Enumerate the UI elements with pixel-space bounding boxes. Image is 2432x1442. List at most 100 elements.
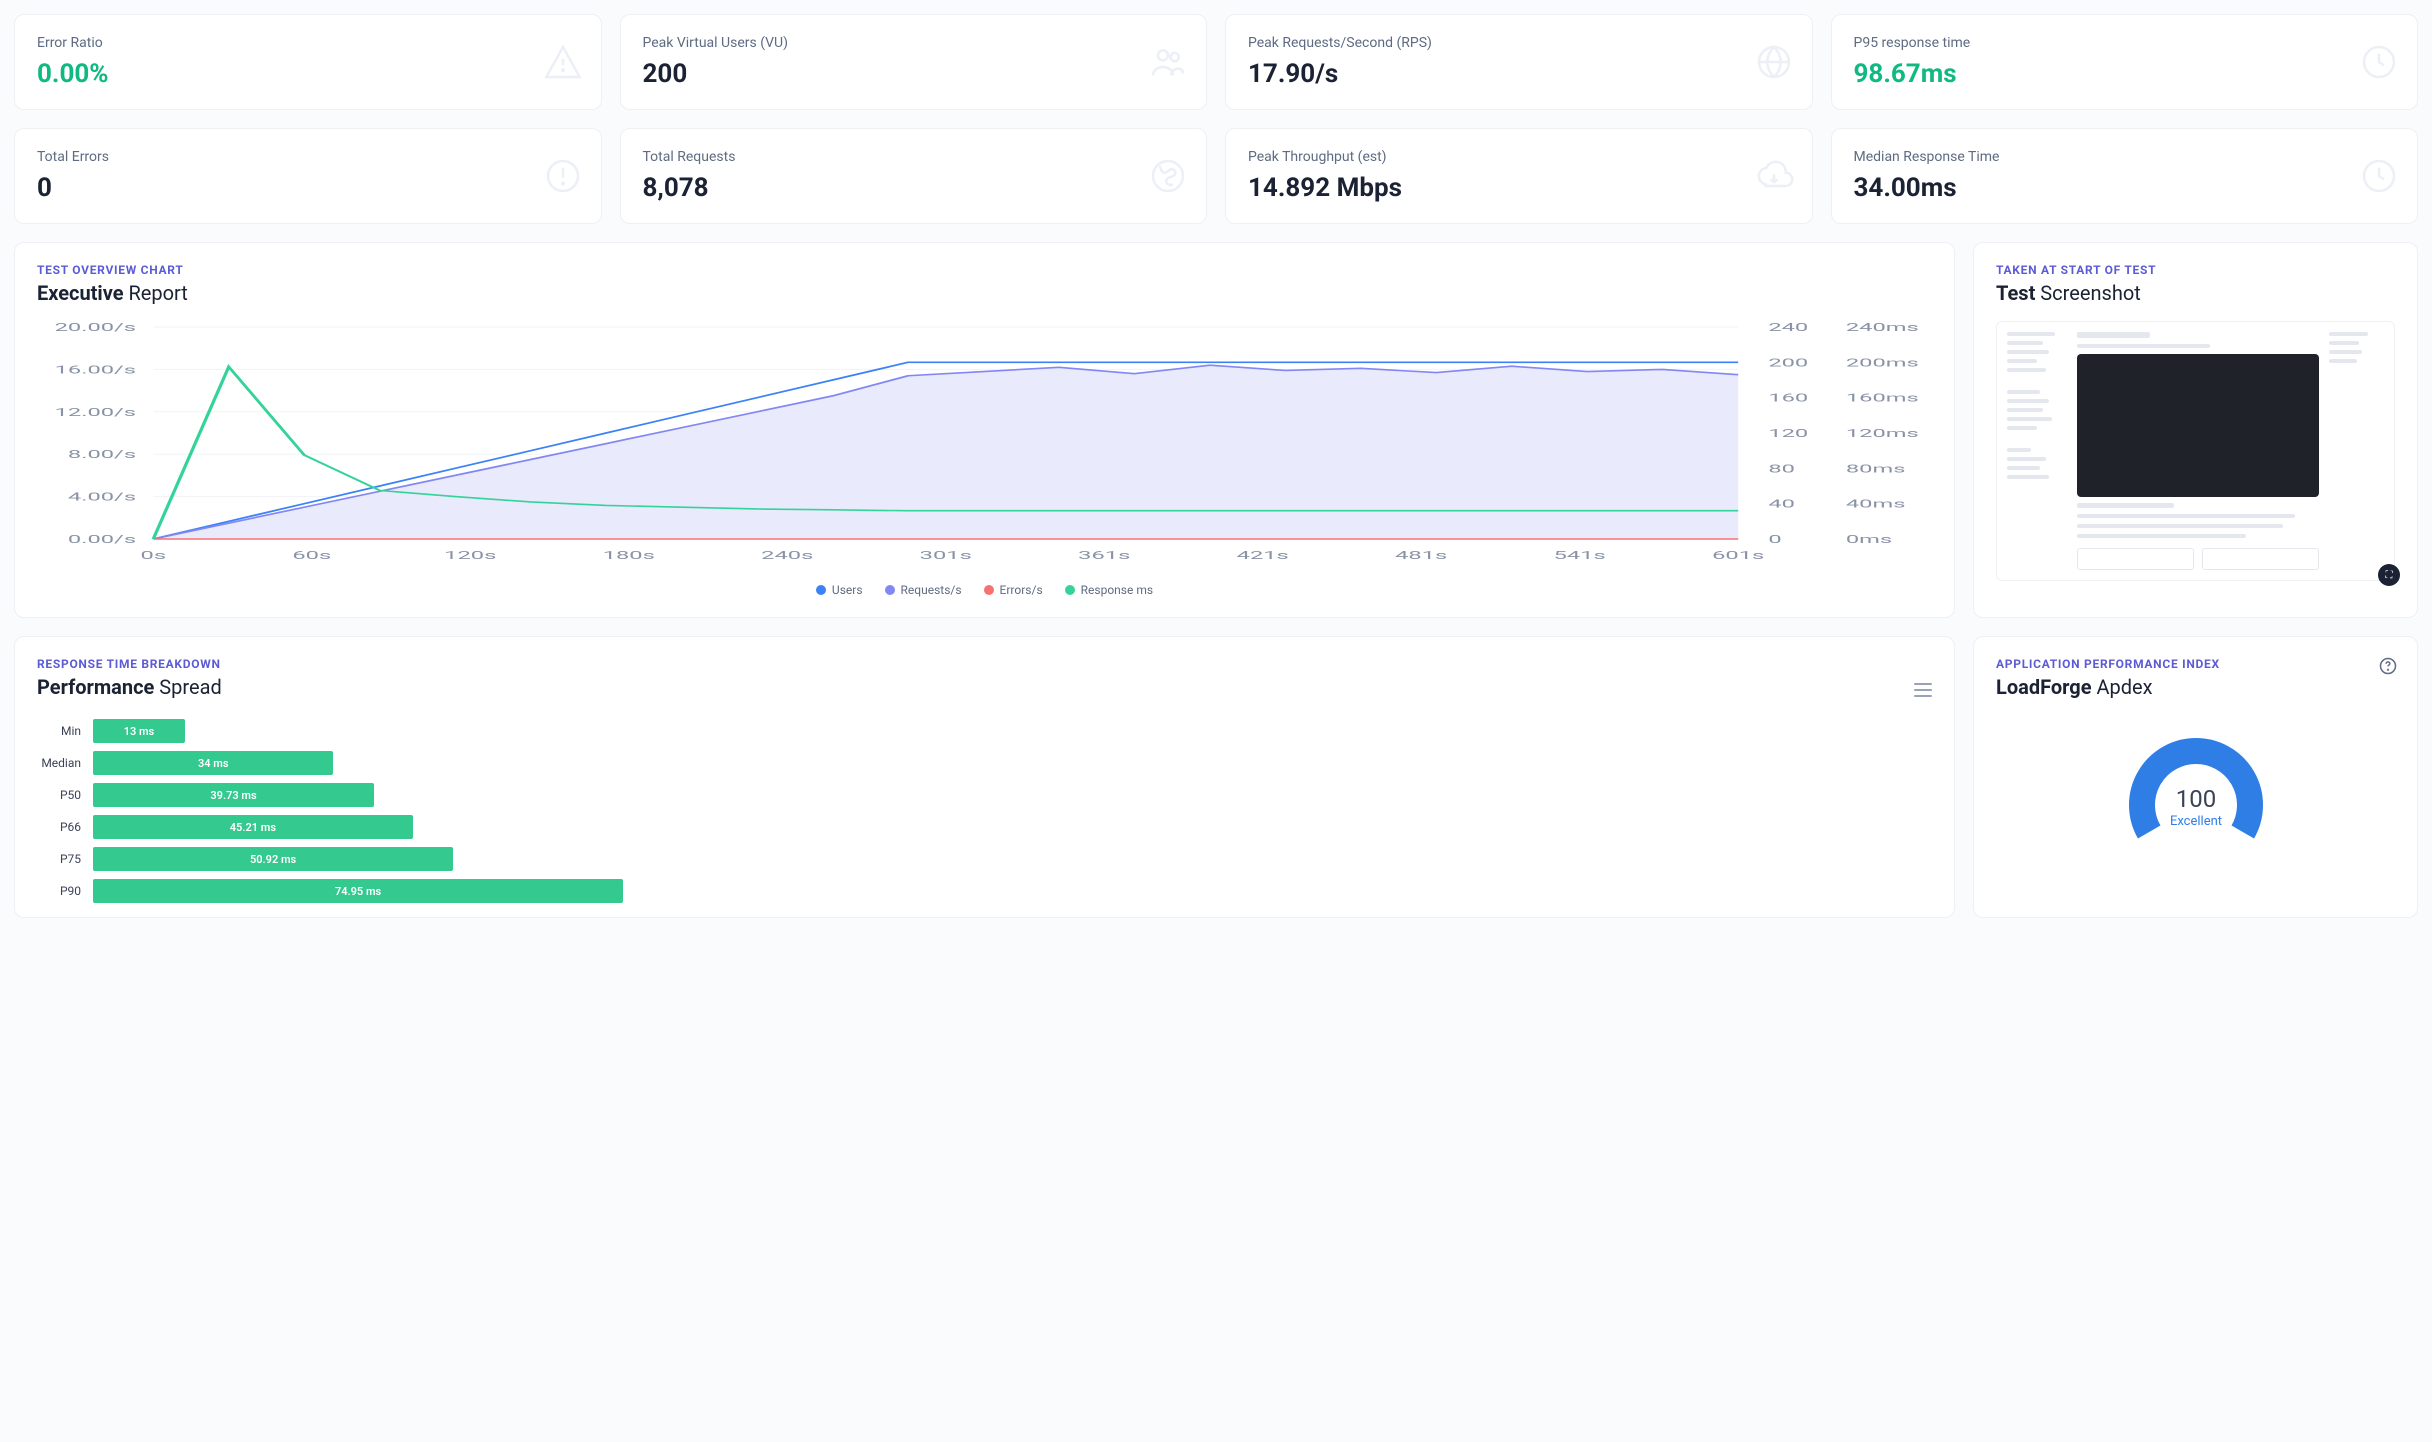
svg-text:12.00/s: 12.00/s xyxy=(55,406,136,419)
apdex-rating: Excellent xyxy=(2169,814,2221,829)
stat-card-peak-throughput: Peak Throughput (est) 14.892 Mbps xyxy=(1225,128,1813,224)
svg-text:0: 0 xyxy=(1768,533,1781,546)
svg-text:240s: 240s xyxy=(761,549,813,562)
warning-icon xyxy=(543,42,583,82)
svg-text:160: 160 xyxy=(1768,392,1808,405)
svg-text:40: 40 xyxy=(1768,498,1795,511)
legend-label: Requests/s xyxy=(901,583,962,597)
perf-bar-track: 13 ms xyxy=(93,719,1932,743)
overview-title-bold: Executive xyxy=(37,281,124,305)
perf-bar: 13 ms xyxy=(93,719,185,743)
legend-dot-icon xyxy=(984,585,994,595)
svg-text:40ms: 40ms xyxy=(1846,498,1906,511)
svg-text:481s: 481s xyxy=(1395,549,1447,562)
perf-row: Min13 ms xyxy=(37,719,1932,743)
overview-eyebrow: TEST OVERVIEW CHART xyxy=(37,263,1932,277)
stat-card-peak-rps: Peak Requests/Second (RPS) 17.90/s xyxy=(1225,14,1813,110)
stat-label: Median Response Time xyxy=(1854,149,2396,165)
svg-text:361s: 361s xyxy=(1078,549,1130,562)
screenshot-card: TAKEN AT START OF TEST Test Screenshot xyxy=(1973,242,2418,618)
stat-card-p95: P95 response time 98.67ms xyxy=(1831,14,2419,110)
stat-card-peak-vu: Peak Virtual Users (VU) 200 xyxy=(620,14,1208,110)
overview-chart-card: TEST OVERVIEW CHART Executive Report 20.… xyxy=(14,242,1955,618)
stat-card-error-ratio: Error Ratio0.00% xyxy=(14,14,602,110)
stat-label: Total Errors xyxy=(37,149,579,165)
perf-label: Median xyxy=(37,756,93,770)
perf-title-rest: Spread xyxy=(154,675,221,699)
svg-text:601s: 601s xyxy=(1712,549,1764,562)
legend-item[interactable]: Errors/s xyxy=(984,583,1043,597)
legend-label: Errors/s xyxy=(1000,583,1043,597)
stat-value: 200 xyxy=(643,59,1185,89)
apdex-gauge: 100Excellent xyxy=(1996,719,2395,859)
stat-value: 14.892 Mbps xyxy=(1248,173,1790,203)
svg-text:80: 80 xyxy=(1768,462,1795,475)
svg-text:16.00/s: 16.00/s xyxy=(55,363,136,376)
svg-text:541s: 541s xyxy=(1554,549,1606,562)
svg-text:180s: 180s xyxy=(603,549,655,562)
stat-value: 0 xyxy=(37,173,579,203)
overview-title-rest: Report xyxy=(124,281,188,305)
screenshot-expand-icon[interactable]: ⛶ xyxy=(2378,564,2400,586)
apdex-title-bold: LoadForge xyxy=(1996,675,2092,699)
screenshot-eyebrow: TAKEN AT START OF TEST xyxy=(1996,263,2395,277)
download-icon xyxy=(1754,156,1794,196)
stat-card-total-errors: Total Errors 0 xyxy=(14,128,602,224)
stat-label: Peak Virtual Users (VU) xyxy=(643,35,1185,51)
globe-icon xyxy=(1754,42,1794,82)
svg-text:0.00/s: 0.00/s xyxy=(68,533,136,546)
svg-text:0s: 0s xyxy=(141,549,167,562)
performance-spread-card: RESPONSE TIME BREAKDOWN Performance Spre… xyxy=(14,636,1955,918)
perf-label: Min xyxy=(37,724,93,738)
chart-menu-icon[interactable] xyxy=(1914,683,1932,697)
legend-dot-icon xyxy=(816,585,826,595)
svg-text:80ms: 80ms xyxy=(1846,462,1906,475)
perf-bar-track: 50.92 ms xyxy=(93,847,1932,871)
help-icon[interactable] xyxy=(2379,657,2397,675)
clock-icon xyxy=(2359,42,2399,82)
perf-bar: 39.73 ms xyxy=(93,783,374,807)
apdex-title-rest: Apdex xyxy=(2092,675,2153,699)
legend-item[interactable]: Users xyxy=(816,583,863,597)
svg-text:60s: 60s xyxy=(292,549,331,562)
stat-label: Peak Requests/Second (RPS) xyxy=(1248,35,1790,51)
stat-label: Total Requests xyxy=(643,149,1185,165)
apdex-score: 100 xyxy=(2175,785,2215,813)
overview-title: Executive Report xyxy=(37,281,1932,305)
stat-card-total-requests: Total Requests 8,078 xyxy=(620,128,1208,224)
svg-text:8.00/s: 8.00/s xyxy=(68,448,136,461)
stat-value: 8,078 xyxy=(643,173,1185,203)
screenshot-image[interactable]: ⛶ xyxy=(1996,321,2395,581)
perf-row: P7550.92 ms xyxy=(37,847,1932,871)
stat-value: 34.00ms xyxy=(1854,173,2396,203)
svg-text:421s: 421s xyxy=(1237,549,1289,562)
perf-bar-track: 74.95 ms xyxy=(93,879,1932,903)
perf-row: P6645.21 ms xyxy=(37,815,1932,839)
alert-icon xyxy=(543,156,583,196)
perf-label: P50 xyxy=(37,788,93,802)
stat-label: Peak Throughput (est) xyxy=(1248,149,1790,165)
svg-text:240: 240 xyxy=(1768,321,1808,334)
svg-text:301s: 301s xyxy=(920,549,972,562)
legend-item[interactable]: Response ms xyxy=(1065,583,1153,597)
svg-text:120: 120 xyxy=(1768,427,1808,440)
perf-row: Median34 ms xyxy=(37,751,1932,775)
stat-value: 0.00% xyxy=(37,59,579,89)
perf-row: P5039.73 ms xyxy=(37,783,1932,807)
stat-value: 17.90/s xyxy=(1248,59,1790,89)
screenshot-title: Test Screenshot xyxy=(1996,281,2395,305)
svg-text:160ms: 160ms xyxy=(1846,392,1919,405)
svg-text:120ms: 120ms xyxy=(1846,427,1919,440)
stat-value: 98.67ms xyxy=(1854,59,2396,89)
perf-title: Performance Spread xyxy=(37,675,1932,699)
stat-label: P95 response time xyxy=(1854,35,2396,51)
users-icon xyxy=(1148,42,1188,82)
legend-item[interactable]: Requests/s xyxy=(885,583,962,597)
screenshot-title-bold: Test xyxy=(1996,281,2035,305)
legend-dot-icon xyxy=(885,585,895,595)
screenshot-title-rest: Screenshot xyxy=(2035,281,2140,305)
legend-dot-icon xyxy=(1065,585,1075,595)
perf-label: P75 xyxy=(37,852,93,866)
perf-bar-track: 45.21 ms xyxy=(93,815,1932,839)
stat-card-median-rt: Median Response Time 34.00ms xyxy=(1831,128,2419,224)
